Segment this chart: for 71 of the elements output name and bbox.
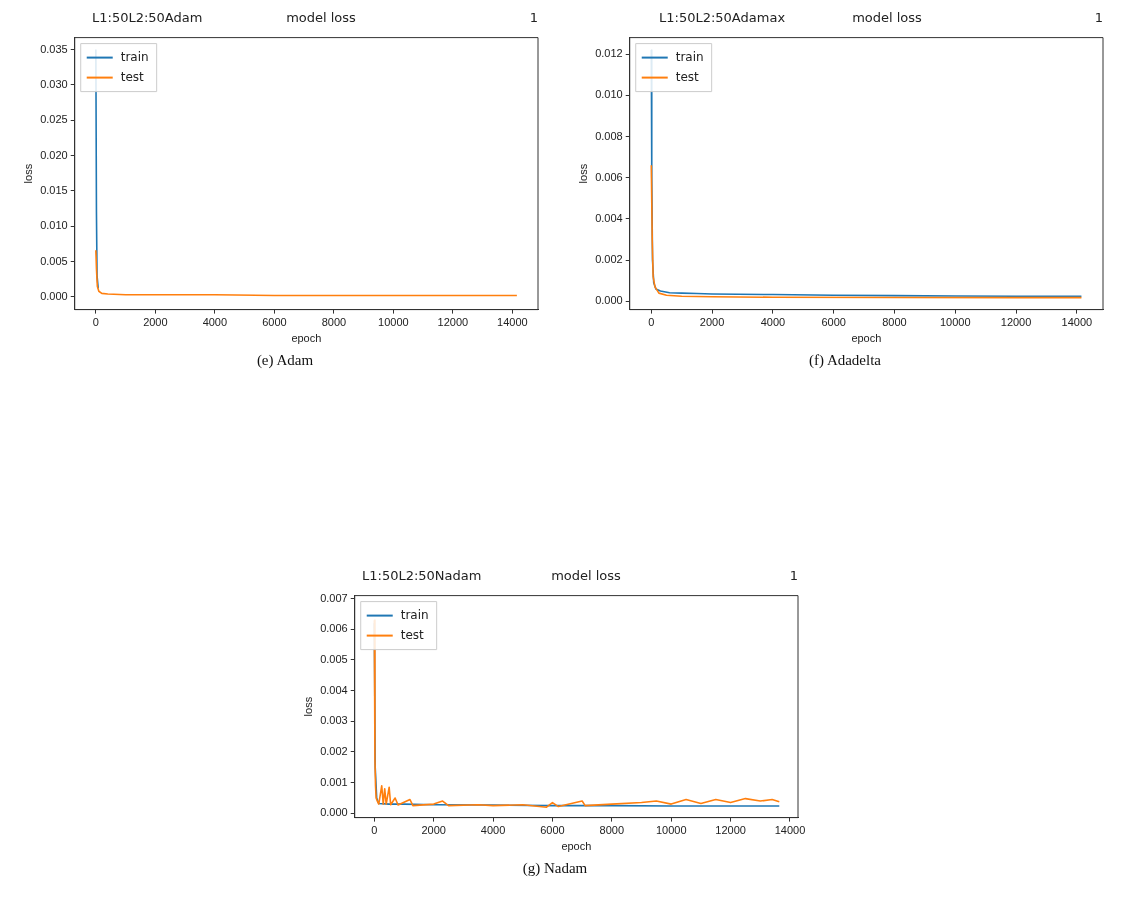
y-axis-title: loss	[301, 696, 314, 717]
text: L1:50L2:50Adamax	[659, 10, 786, 25]
x-tick-label: 4000	[480, 824, 506, 837]
text: (f) Adadelta	[807, 352, 883, 369]
y-tick-label: 0.005	[320, 653, 348, 666]
x-tick-label: 8000	[882, 316, 907, 329]
y-tick-label: 0.020	[40, 148, 68, 161]
y-tick-label: 0.006	[320, 622, 348, 635]
x-tick-label: 0	[648, 316, 655, 329]
y-tick-label: 0.006	[595, 170, 623, 183]
x-tick-label: 8000	[599, 824, 625, 837]
legend-label: test	[675, 69, 700, 84]
x-tick-label: 12000	[715, 824, 746, 837]
x-tick-label: 10000	[655, 824, 687, 837]
x-tick-label: 14000	[774, 824, 806, 837]
x-tick-label: 14000	[1061, 316, 1093, 329]
text: 1	[789, 568, 798, 583]
x-tick-label: 2000	[143, 316, 168, 329]
y-axis-title: loss	[576, 163, 589, 184]
y-tick-label: 0.002	[595, 253, 623, 266]
x-tick-label: 6000	[262, 316, 287, 329]
y-tick-label: 0.003	[320, 714, 348, 727]
y-tick-label: 0.005	[40, 254, 68, 267]
x-tick-label: 12000	[437, 316, 469, 329]
x-tick-label: 0	[371, 824, 378, 837]
y-tick-label: 0.001	[320, 775, 348, 788]
text: 1	[529, 10, 538, 25]
y-tick-label: 0.012	[595, 47, 623, 60]
y-tick-label: 0.002	[320, 745, 348, 758]
y-tick-label: 0.008	[595, 129, 623, 142]
x-tick-label: 12000	[1000, 316, 1032, 329]
y-tick-label: 0.000	[40, 289, 68, 302]
y-tick-label: 0.004	[320, 683, 348, 696]
y-tick-label: 0.010	[40, 219, 68, 232]
y-tick-label: 0.025	[40, 113, 68, 126]
x-tick-label: 10000	[939, 316, 971, 329]
legend-label: train	[120, 49, 149, 64]
legend-label: test	[400, 627, 425, 642]
text: (g) Nadam	[521, 860, 589, 877]
chart-title: model loss	[852, 10, 922, 25]
x-tick-label: 14000	[497, 316, 528, 329]
y-tick-label: 0.010	[595, 88, 623, 101]
x-tick-label: 4000	[760, 316, 786, 329]
legend-label: test	[120, 69, 145, 84]
text: L1:50L2:50Nadam	[362, 568, 482, 583]
x-tick-label: 6000	[821, 316, 846, 329]
y-tick-label: 0.035	[40, 42, 68, 55]
y-tick-label: 0.030	[40, 77, 68, 90]
x-axis-title: epoch	[291, 332, 322, 345]
legend-label: train	[400, 607, 429, 622]
x-tick-label: 0	[92, 316, 99, 329]
x-tick-label: 2000	[699, 316, 725, 329]
y-tick-label: 0.015	[40, 183, 68, 196]
y-tick-label: 0.004	[595, 211, 623, 224]
text: L1:50L2:50Adam	[92, 10, 203, 25]
x-tick-label: 6000	[540, 824, 565, 837]
legend-label: train	[675, 49, 704, 64]
text: 1	[1094, 10, 1103, 25]
x-tick-label: 2000	[421, 824, 446, 837]
x-tick-label: 8000	[321, 316, 347, 329]
y-tick-label: 0.000	[595, 294, 623, 307]
y-tick-label: 0.000	[320, 806, 348, 819]
x-tick-label: 10000	[378, 316, 409, 329]
y-axis-title: loss	[21, 163, 34, 184]
chart-title: model loss	[286, 10, 356, 25]
x-axis-title: epoch	[851, 332, 882, 345]
x-axis-title: epoch	[561, 840, 592, 853]
x-tick-label: 4000	[202, 316, 228, 329]
chart-title: model loss	[551, 568, 621, 583]
y-tick-label: 0.007	[320, 591, 348, 604]
text: (e) Adam	[255, 352, 315, 369]
